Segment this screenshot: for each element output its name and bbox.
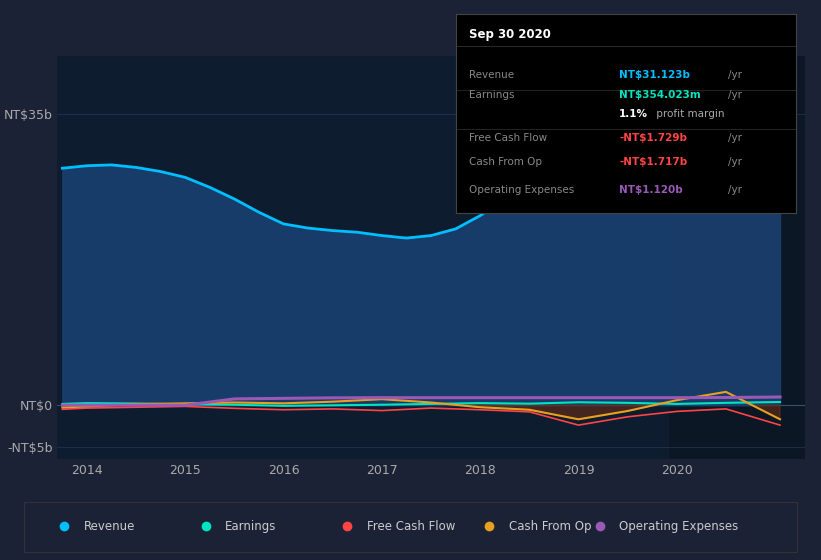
- Bar: [669, 56, 805, 459]
- Text: /yr: /yr: [728, 90, 742, 100]
- Text: Revenue: Revenue: [84, 520, 135, 533]
- Text: /yr: /yr: [728, 157, 742, 167]
- Text: -NT$1.717b: -NT$1.717b: [619, 157, 687, 167]
- Text: Operating Expenses: Operating Expenses: [619, 520, 739, 533]
- Text: Earnings: Earnings: [225, 520, 277, 533]
- Text: /yr: /yr: [728, 69, 742, 80]
- Text: NT$1.120b: NT$1.120b: [619, 185, 683, 195]
- Text: /yr: /yr: [728, 133, 742, 143]
- Text: Cash From Op: Cash From Op: [509, 520, 591, 533]
- Text: Earnings: Earnings: [470, 90, 515, 100]
- Text: Cash From Op: Cash From Op: [470, 157, 543, 167]
- Text: profit margin: profit margin: [654, 109, 725, 119]
- Text: /yr: /yr: [728, 185, 742, 195]
- Text: NT$31.123b: NT$31.123b: [619, 69, 690, 80]
- Text: Sep 30 2020: Sep 30 2020: [470, 28, 551, 41]
- Text: -NT$1.729b: -NT$1.729b: [619, 133, 687, 143]
- Text: NT$354.023m: NT$354.023m: [619, 90, 701, 100]
- Text: Free Cash Flow: Free Cash Flow: [470, 133, 548, 143]
- Text: Free Cash Flow: Free Cash Flow: [367, 520, 456, 533]
- Text: Revenue: Revenue: [470, 69, 515, 80]
- Text: 1.1%: 1.1%: [619, 109, 649, 119]
- Text: Operating Expenses: Operating Expenses: [470, 185, 575, 195]
